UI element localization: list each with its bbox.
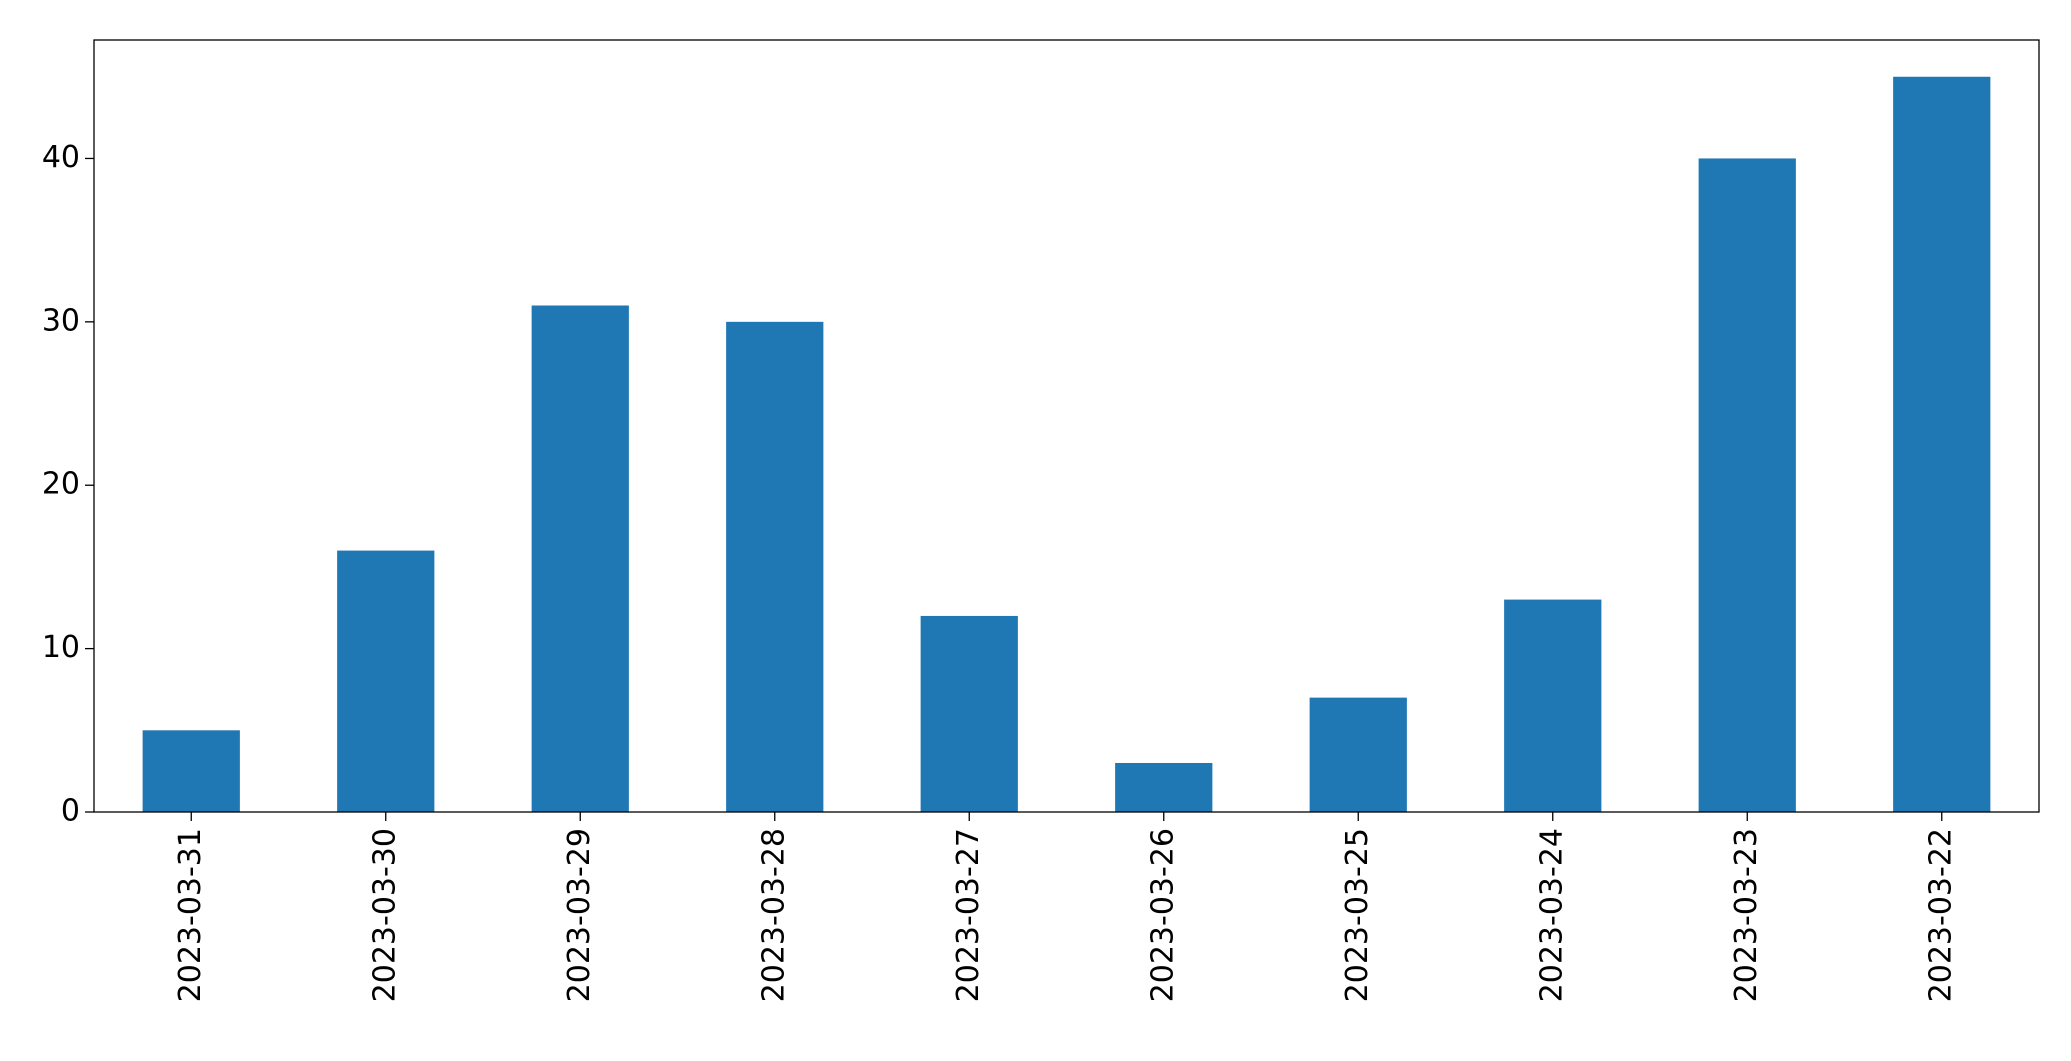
y-tick-label: 0 (61, 794, 80, 829)
bar (531, 305, 629, 812)
y-tick-label: 30 (42, 303, 80, 338)
x-tick-label: 2023-03-28 (756, 828, 791, 1002)
bar (1698, 158, 1796, 813)
y-tick-label: 20 (42, 467, 80, 502)
bar (1893, 76, 1991, 812)
x-tick-label: 2023-03-23 (1729, 828, 1764, 1002)
bar (337, 550, 435, 812)
x-tick-label: 2023-03-29 (562, 828, 597, 1002)
x-tick-label: 2023-03-24 (1534, 828, 1569, 1002)
bar (726, 321, 824, 812)
x-tick-label: 2023-03-31 (173, 828, 208, 1002)
bar (920, 615, 1018, 812)
bar (1504, 599, 1602, 812)
x-tick-label: 2023-03-25 (1340, 828, 1375, 1002)
y-tick-label: 40 (42, 140, 80, 175)
x-tick-label: 2023-03-26 (1145, 828, 1180, 1002)
bar (1309, 697, 1407, 812)
plot-frame (93, 39, 2040, 813)
x-tick-label: 2023-03-30 (367, 828, 402, 1002)
x-tick-label: 2023-03-22 (1923, 828, 1958, 1002)
y-tick-label: 10 (42, 630, 80, 665)
x-tick-label: 2023-03-27 (951, 828, 986, 1002)
bar (142, 730, 240, 812)
bar (1115, 762, 1213, 812)
